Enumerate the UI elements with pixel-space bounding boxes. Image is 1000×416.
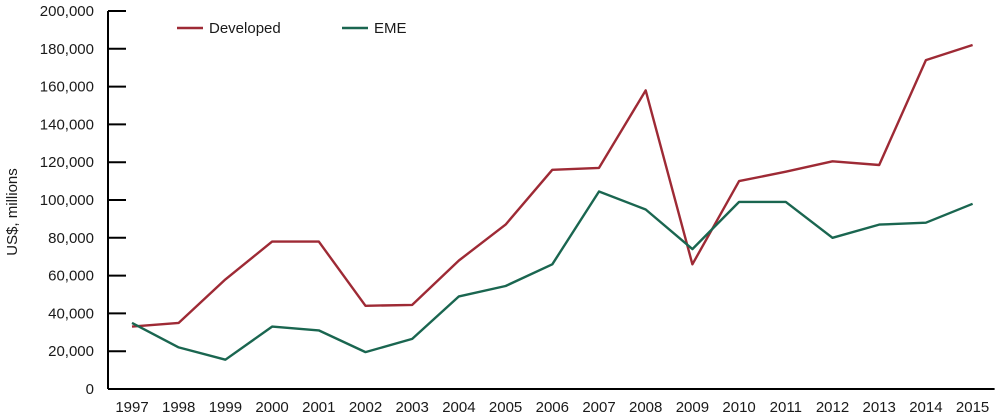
x-tick-label: 1997 [115,399,148,416]
x-tick-label: 2012 [816,399,849,416]
x-tick-label: 2008 [629,399,662,416]
y-tick-label: 20,000 [48,343,94,360]
x-tick-label: 2013 [863,399,896,416]
y-axis: 0 20,000 40,000 60,000 80,000 100,000 120,000 1… [40,3,126,398]
x-tick-label: 2002 [349,399,382,416]
x-axis: 1997 1998 1999 2000 2001 2002 2003 2004 2005 2006… [108,388,995,416]
x-tick-label: 2000 [255,399,288,416]
y-tick-label: 160,000 [40,79,94,96]
x-tick-label: 2006 [536,399,569,416]
x-tick-label: 2005 [489,399,522,416]
legend-label-developed: Developed [209,20,281,37]
x-tick-label: 2014 [909,399,942,416]
y-tick-label: 120,000 [40,154,94,171]
y-tick-label: 0 [86,381,94,398]
y-tick-label: 60,000 [48,268,94,285]
y-tick-label: 100,000 [40,192,94,209]
x-tick-label: 1999 [209,399,242,416]
y-tick-label: 140,000 [40,116,94,133]
x-tick-label: 2003 [396,399,429,416]
series-lines [131,43,974,361]
x-tick-label: 2015 [956,399,989,416]
legend: Developed EME [177,20,407,37]
x-tick-label: 1998 [162,399,195,416]
y-tick-label: 40,000 [48,305,94,322]
x-tick-label: 2010 [722,399,755,416]
x-tick-label: 2004 [442,399,475,416]
series-line-eme [131,190,974,361]
series-line-developed [131,43,973,328]
x-tick-label: 2001 [302,399,335,416]
y-axis-title: US$, millions [4,168,21,256]
y-tick-label: 180,000 [40,41,94,58]
x-tick-label: 2011 [770,399,802,416]
x-tick-label: 2007 [582,399,615,416]
legend-label-eme: EME [374,20,407,37]
y-tick-label: 80,000 [48,230,94,247]
y-tick-label: 200,000 [40,3,94,20]
x-tick-label: 2009 [676,399,709,416]
